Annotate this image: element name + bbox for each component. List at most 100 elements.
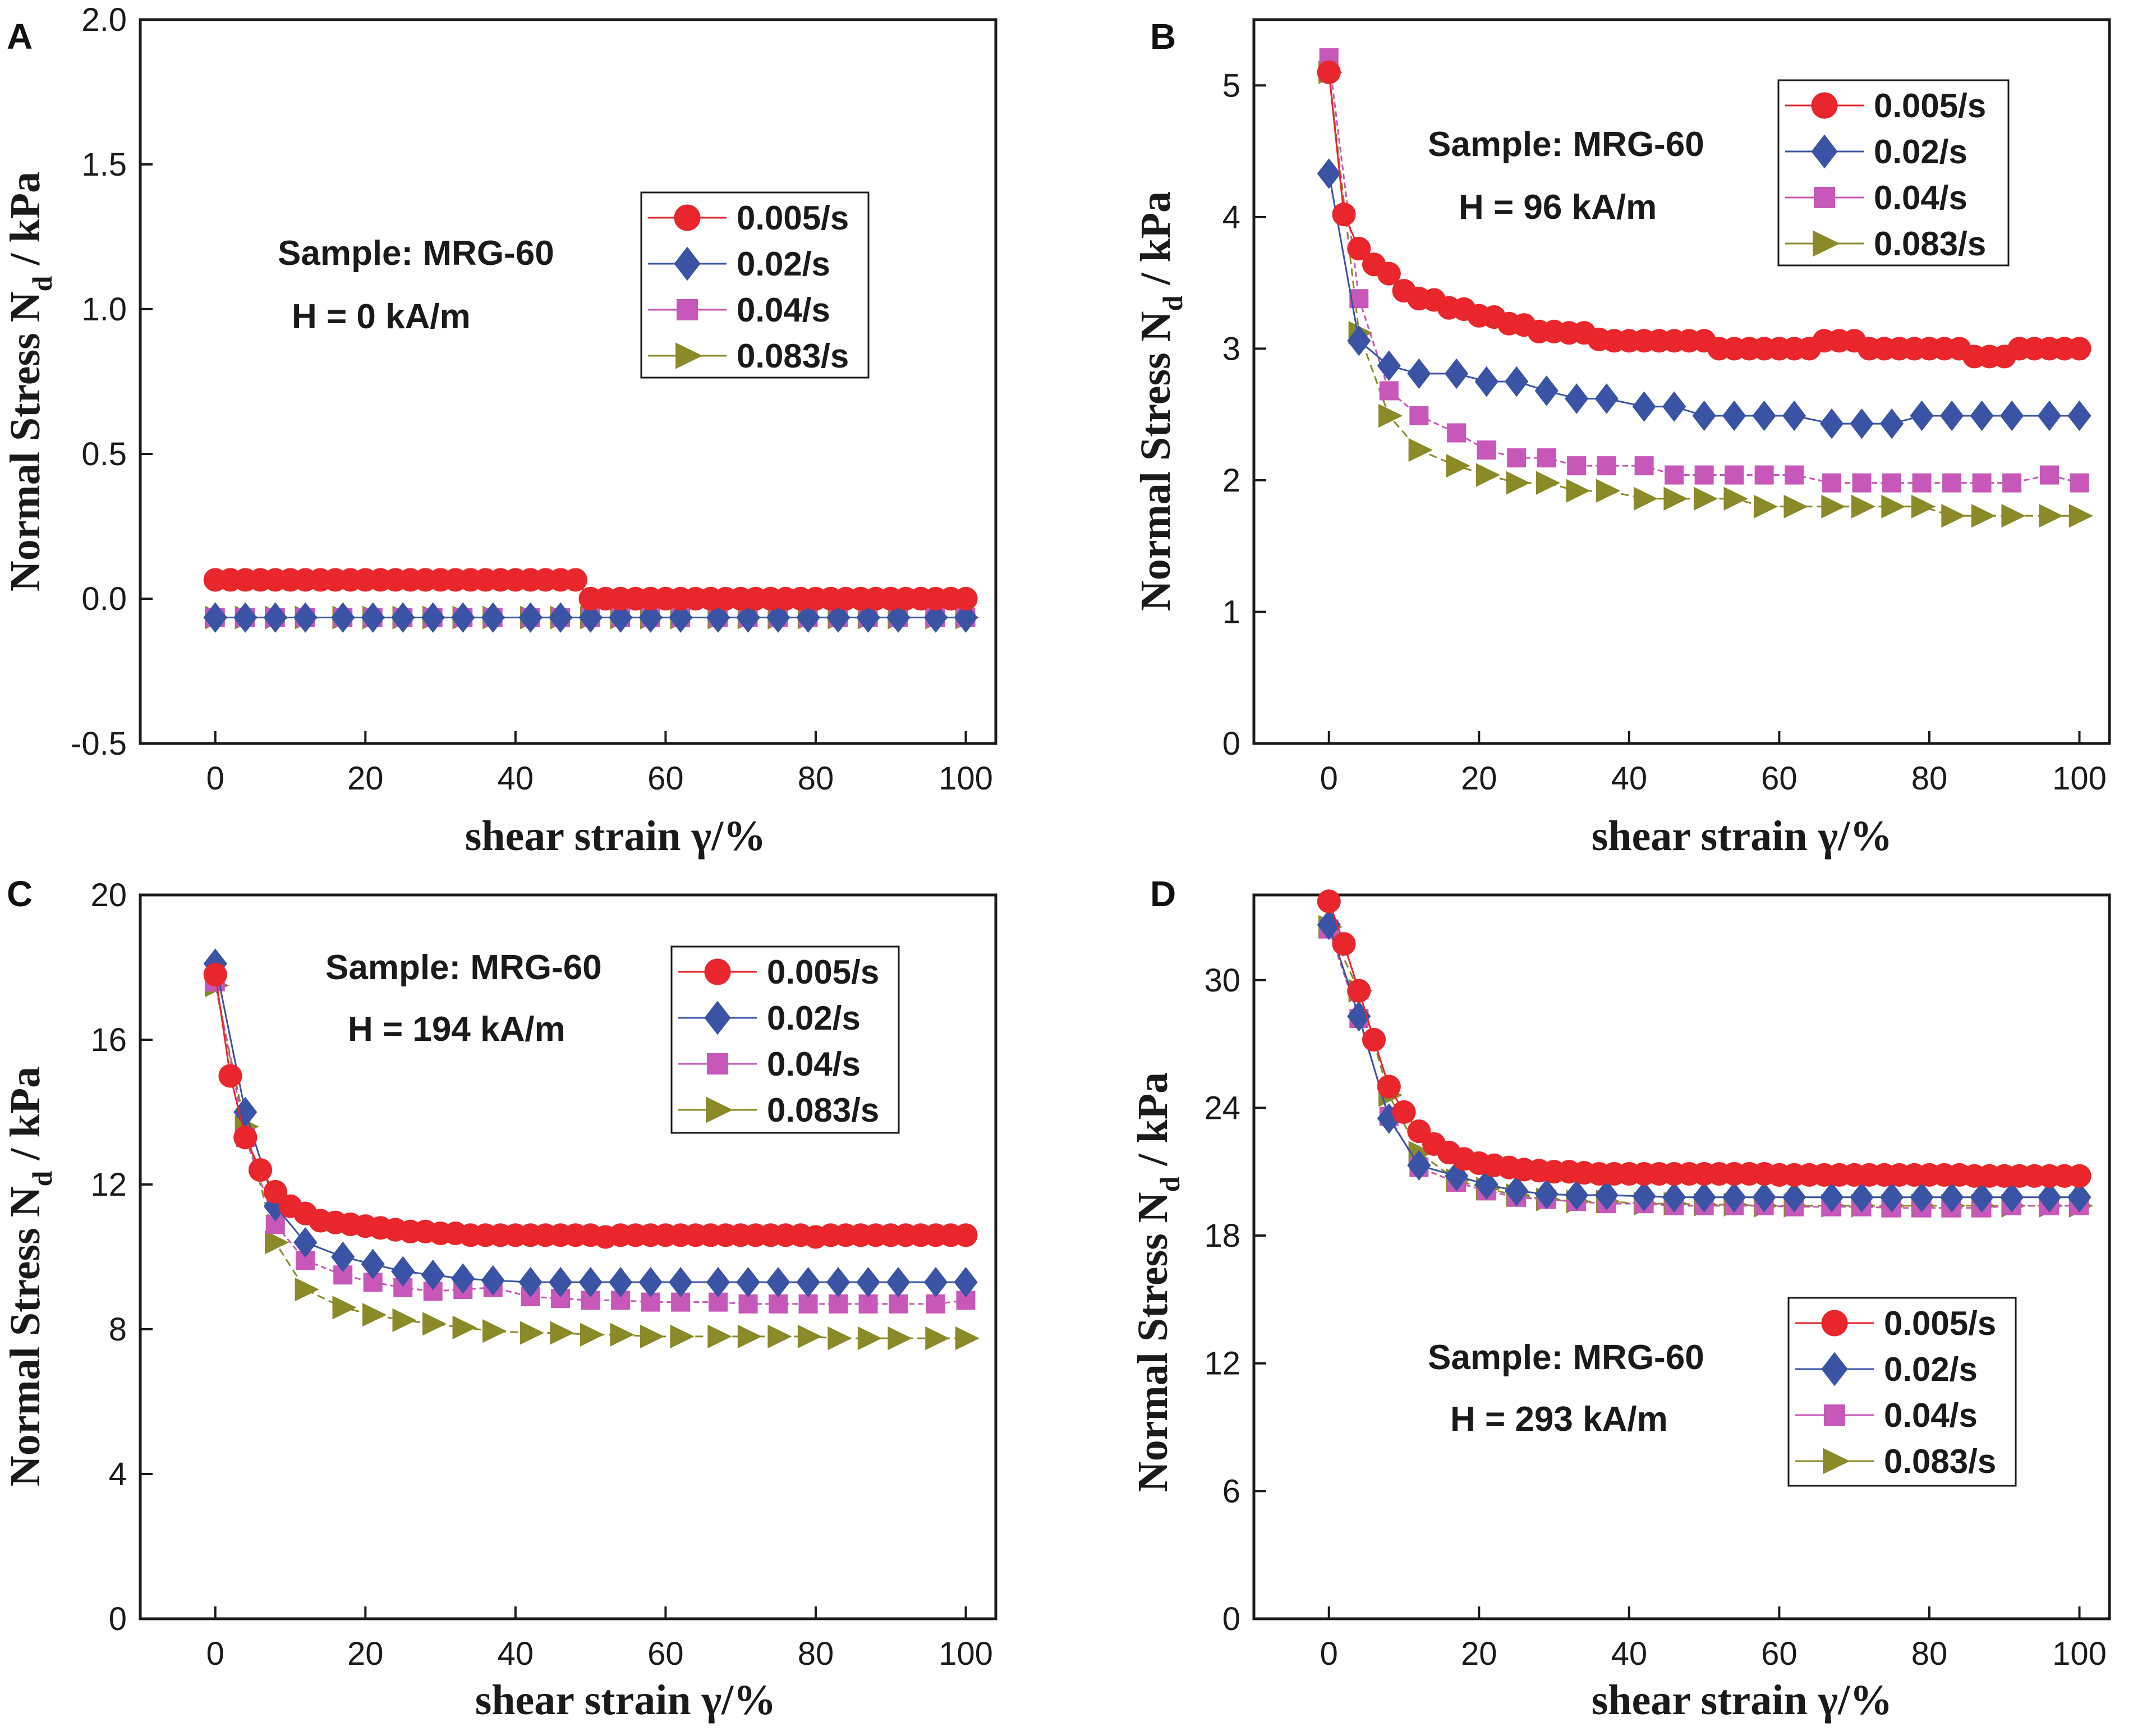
y-axis-title-subscript: d: [26, 1170, 58, 1186]
data-point: [1970, 1182, 1994, 1213]
data-point: [1822, 473, 1842, 493]
panel-letter: D: [1150, 874, 1176, 914]
data-point: [1409, 406, 1429, 425]
data-point: [482, 1319, 507, 1343]
legend-label: 0.04/s: [1884, 1397, 1978, 1434]
data-point: [1972, 473, 1992, 493]
data-point: [828, 1326, 852, 1351]
x-axis: 0 20 40 60 80 100: [206, 1606, 993, 1672]
data-point: [1445, 358, 1469, 389]
legend-entry: 0.005/s: [678, 953, 879, 991]
panel-letter: A: [7, 16, 33, 57]
data-point: [481, 1265, 505, 1296]
data-point: [1939, 1182, 1964, 1213]
data-point: [1694, 465, 1714, 485]
x-axis-title: shear strain γ/%: [465, 812, 766, 860]
data-point: [518, 602, 543, 633]
data-point: [1317, 60, 1341, 84]
legend-label: 0.04/s: [767, 1045, 861, 1083]
data-point: [1912, 473, 1932, 493]
data-point: [332, 1296, 357, 1320]
y-tick-label: 12: [90, 1167, 127, 1203]
data-point: [888, 1326, 912, 1351]
data-point: [1505, 366, 1529, 397]
x-tick-label: 40: [498, 760, 534, 797]
data-marks: [203, 568, 980, 633]
data-point: [954, 586, 978, 611]
legend-marker: [1823, 1448, 1850, 1475]
data-point: [2067, 1182, 2091, 1213]
y-tick-label: 0.5: [81, 436, 127, 472]
y-axis-title-unit: / kPa: [1132, 191, 1179, 296]
y-axis-title-unit: / kPa: [2, 172, 49, 276]
y-tick-label: 4: [109, 1456, 127, 1493]
data-point: [1939, 400, 1964, 431]
data-point: [826, 1266, 851, 1298]
legend-marker: [1824, 1404, 1845, 1426]
data-marks: [1317, 889, 2093, 1218]
x-tick-label: 100: [939, 1636, 993, 1672]
data-point: [218, 1064, 242, 1088]
y-axis-title-subscript: d: [1157, 295, 1188, 311]
data-point: [2067, 1164, 2091, 1188]
data-point: [263, 602, 287, 633]
x-tick-label: 0: [1320, 1636, 1338, 1672]
legend-label: 0.005/s: [1874, 87, 1986, 125]
x-tick-label: 40: [1611, 760, 1648, 797]
x-tick-label: 60: [647, 1636, 684, 1672]
data-marks: [1317, 48, 2093, 528]
legend-marker: [1821, 1352, 1848, 1386]
field-annotation: H = 194 kA/m: [348, 1010, 566, 1049]
data-point: [738, 1294, 758, 1314]
data-point: [1942, 473, 1962, 493]
legend-marker: [1811, 92, 1838, 119]
data-point: [955, 1326, 980, 1351]
legend-label: 0.083/s: [1884, 1443, 1996, 1480]
data-point: [1879, 1182, 1904, 1213]
data-point: [233, 602, 258, 633]
y-tick-label: 30: [1204, 962, 1240, 999]
y-axis: 0 1 2 3 4 5: [1222, 67, 1266, 762]
data-point: [203, 602, 227, 633]
data-point: [1722, 400, 1746, 431]
data-point: [1378, 403, 1403, 428]
legend: 0.005/s 0.02/s 0.04/s 0.083/s: [1777, 79, 2010, 267]
data-point: [1662, 1182, 1686, 1213]
data-point: [2000, 1182, 2024, 1213]
x-tick-label: 60: [1761, 1636, 1798, 1672]
legend-marker: [704, 1000, 731, 1035]
data-point: [1910, 1182, 1934, 1213]
data-point: [1752, 1182, 1776, 1213]
data-point: [248, 1158, 273, 1182]
data-point: [391, 602, 415, 633]
data-point: [1662, 391, 1686, 422]
legend-entry: 0.083/s: [1795, 1443, 1996, 1480]
x-tick-label: 100: [939, 760, 993, 797]
data-point: [392, 1308, 417, 1332]
data-point: [767, 1324, 792, 1348]
data-point: [858, 1294, 878, 1314]
data-point: [886, 1266, 911, 1298]
data-point: [1477, 440, 1496, 460]
legend-label: 0.005/s: [737, 199, 849, 237]
legend-label: 0.083/s: [767, 1091, 879, 1129]
panel-c: C 0 4 8 12 16 20 0 20 40 60 80 100 shear strain γ/…: [2, 874, 997, 1724]
y-tick-label: 24: [1204, 1090, 1240, 1126]
panel-d: D 0 6 12 18 24 30 0 20 40 60 80 100 shear strain γ…: [1129, 874, 2111, 1724]
data-point: [295, 1277, 319, 1302]
data-point: [2001, 504, 2026, 528]
sample-annotation: Sample: MRG-60: [1428, 125, 1704, 164]
data-point: [1911, 494, 1936, 518]
legend: 0.005/s 0.02/s 0.04/s 0.083/s: [1787, 1297, 2017, 1487]
data-point: [610, 1323, 635, 1347]
sample-annotation: Sample: MRG-60: [278, 234, 554, 273]
data-point: [1317, 158, 1341, 189]
data-point: [2067, 400, 2091, 431]
data-point: [856, 1266, 880, 1298]
legend-marker: [704, 958, 731, 985]
x-tick-label: 0: [1320, 760, 1338, 797]
data-point: [481, 602, 505, 633]
data-point: [263, 1191, 287, 1222]
data-point: [1332, 203, 1356, 227]
